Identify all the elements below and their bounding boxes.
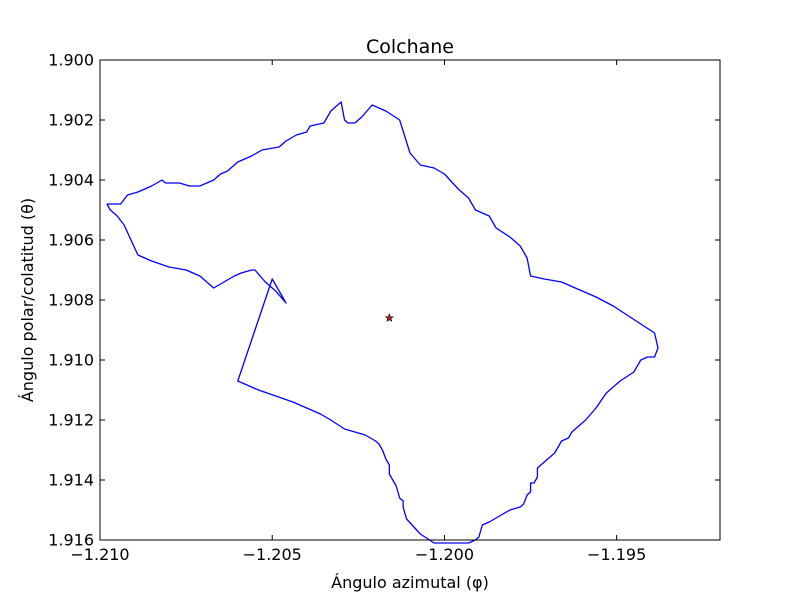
- x-tick-label-3: −1.195: [587, 545, 646, 564]
- chart-title: Colchane: [366, 36, 454, 58]
- x-tick-label-2: −1.200: [415, 545, 474, 564]
- boundary-line-0: [106, 101, 659, 544]
- marker-layer: [384, 313, 394, 322]
- y-tick-label-1: 1.902: [48, 111, 94, 130]
- center-star-marker: [384, 313, 394, 322]
- y-tick-label-5: 1.910: [48, 351, 94, 370]
- y-tick-label-3: 1.906: [48, 231, 94, 250]
- y-tick-label-2: 1.904: [48, 171, 94, 190]
- y-tick-label-6: 1.912: [48, 411, 94, 430]
- x-tick-label-0: −1.210: [70, 545, 129, 564]
- plot-frame: [99, 59, 721, 541]
- x-tick-label-1: −1.205: [243, 545, 302, 564]
- series-layer: [106, 101, 659, 544]
- y-tick-label-8: 1.916: [48, 531, 94, 550]
- x-axis-label: Ángulo azimutal (φ): [331, 573, 489, 592]
- y-tick-label-0: 1.900: [48, 51, 94, 70]
- y-tick-label-4: 1.908: [48, 291, 94, 310]
- y-axis-label: Ángulo polar/colatitud (θ): [18, 198, 37, 402]
- plot-area: [100, 60, 720, 540]
- y-tick-label-7: 1.914: [48, 471, 94, 490]
- tick-layer: −1.210 −1.205 −1.200 −1.195 1.900 1.902 1.904 1…: [48, 51, 720, 564]
